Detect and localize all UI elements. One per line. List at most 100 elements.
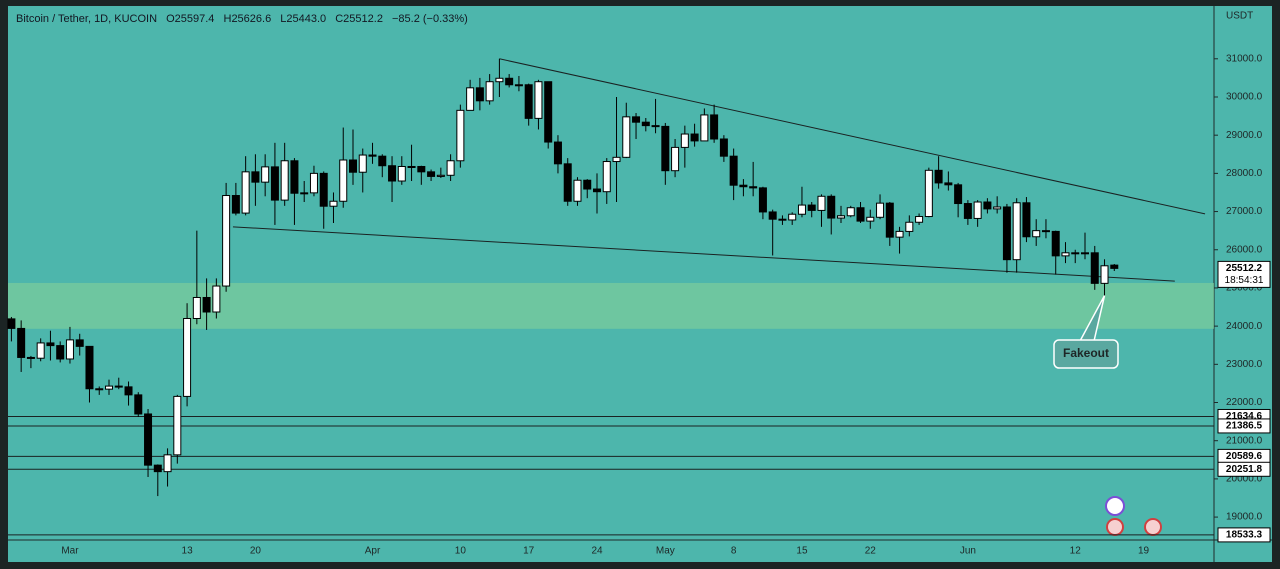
candle-body — [397, 165, 406, 182]
candle-body — [436, 174, 445, 177]
candle-body — [114, 385, 123, 388]
candle-body — [183, 317, 192, 397]
candle-body — [954, 184, 963, 205]
candle-body — [163, 454, 172, 473]
candle-body — [602, 161, 611, 193]
x-tick-label: Apr — [365, 546, 381, 557]
candle-body — [56, 345, 65, 360]
ohlc-value: 25443.0 — [286, 13, 326, 25]
level-badge — [1217, 418, 1271, 434]
candle-body — [446, 160, 455, 176]
candle-body — [1032, 230, 1041, 238]
candle-body — [329, 200, 338, 207]
x-tick-label: 17 — [523, 546, 535, 557]
candle-body — [797, 204, 806, 215]
candle-body — [514, 84, 523, 87]
candle-body — [768, 211, 777, 220]
x-tick-label: Mar — [61, 546, 79, 557]
candle-body — [241, 171, 250, 214]
candle-body — [427, 171, 436, 177]
level-label: 18533.3 — [1226, 530, 1263, 541]
ohlc-label: L — [280, 13, 286, 25]
x-tick-label: 24 — [591, 546, 603, 557]
candle-body — [788, 213, 797, 221]
candle-body — [817, 195, 826, 211]
candle-body — [192, 296, 201, 319]
level-badge — [1217, 527, 1271, 543]
y-tick-label: 27000.0 — [1226, 206, 1263, 217]
candle-body — [573, 179, 582, 202]
candle-body — [1012, 202, 1021, 261]
candle-body — [75, 339, 84, 347]
y-tick-label: 30000.0 — [1226, 92, 1263, 103]
candle-body — [309, 172, 318, 194]
ohlc-value: 25597.4 — [175, 13, 215, 25]
candle-body — [251, 171, 260, 183]
candle-body — [417, 165, 426, 173]
candle-body — [378, 155, 387, 167]
level-label: 20589.6 — [1226, 451, 1263, 462]
candle-body — [680, 133, 689, 148]
candle-body — [85, 345, 94, 390]
candle-body — [349, 159, 357, 173]
event-icon[interactable] — [1144, 518, 1162, 536]
candle-body — [1041, 230, 1050, 233]
candle-body — [651, 125, 660, 128]
candle-body — [553, 141, 562, 165]
candle-body — [944, 182, 953, 186]
candle-body — [1081, 252, 1089, 255]
y-tick-label: 31000.0 — [1226, 53, 1263, 64]
ohlc-label: C — [335, 13, 343, 25]
candle-body — [407, 165, 416, 168]
x-tick-label: 15 — [796, 546, 808, 557]
candle-body — [856, 207, 865, 222]
last-price-badge — [1217, 260, 1271, 288]
candle-body — [690, 133, 699, 142]
level-badge — [1217, 461, 1271, 477]
candle-body — [1051, 230, 1060, 257]
candle-body — [319, 172, 328, 207]
candle-body — [719, 138, 728, 157]
candle-body — [876, 202, 885, 218]
candle-body — [134, 394, 143, 415]
candle-body — [563, 163, 572, 202]
candle-body — [212, 285, 221, 313]
x-tick-label: 10 — [455, 546, 467, 557]
candle-body — [1061, 252, 1070, 257]
candle-body — [1002, 206, 1011, 261]
x-tick-label: 13 — [182, 546, 194, 557]
candle-body — [700, 114, 709, 142]
candle-body — [983, 201, 992, 210]
event-icon[interactable] — [1105, 496, 1125, 516]
y-tick-label: 25000.0 — [1226, 283, 1263, 294]
candle-body — [739, 184, 748, 188]
candle-body — [524, 84, 533, 119]
candle-body — [924, 169, 933, 218]
event-icons — [1105, 496, 1162, 536]
candle-body — [827, 195, 836, 219]
candle-body — [280, 160, 289, 201]
event-icon[interactable] — [1106, 518, 1124, 536]
candle-body — [895, 230, 904, 238]
chart-header: Bitcoin / Tether, 1D, KUCOIN O25597.4 H2… — [16, 13, 468, 25]
candle-body — [807, 204, 816, 211]
x-tick-label: 8 — [731, 546, 737, 557]
candle-body — [36, 342, 45, 359]
candle-body — [534, 81, 543, 119]
candle-body — [973, 201, 982, 219]
candle-body — [710, 114, 719, 140]
candle-body — [885, 202, 894, 238]
candle-body — [758, 187, 767, 213]
candle-body — [231, 195, 240, 214]
candle-body — [905, 221, 914, 232]
candle-body — [993, 206, 1002, 210]
candle-body — [505, 77, 514, 86]
callout-box — [1053, 339, 1119, 369]
candle-body — [915, 216, 924, 223]
ohlc-label: O — [166, 13, 175, 25]
candle-body — [593, 188, 601, 193]
countdown: 18:54:31 — [1225, 275, 1264, 286]
candle-body — [934, 169, 943, 184]
candle-body — [671, 146, 680, 172]
ohlc-label: H — [223, 13, 231, 25]
